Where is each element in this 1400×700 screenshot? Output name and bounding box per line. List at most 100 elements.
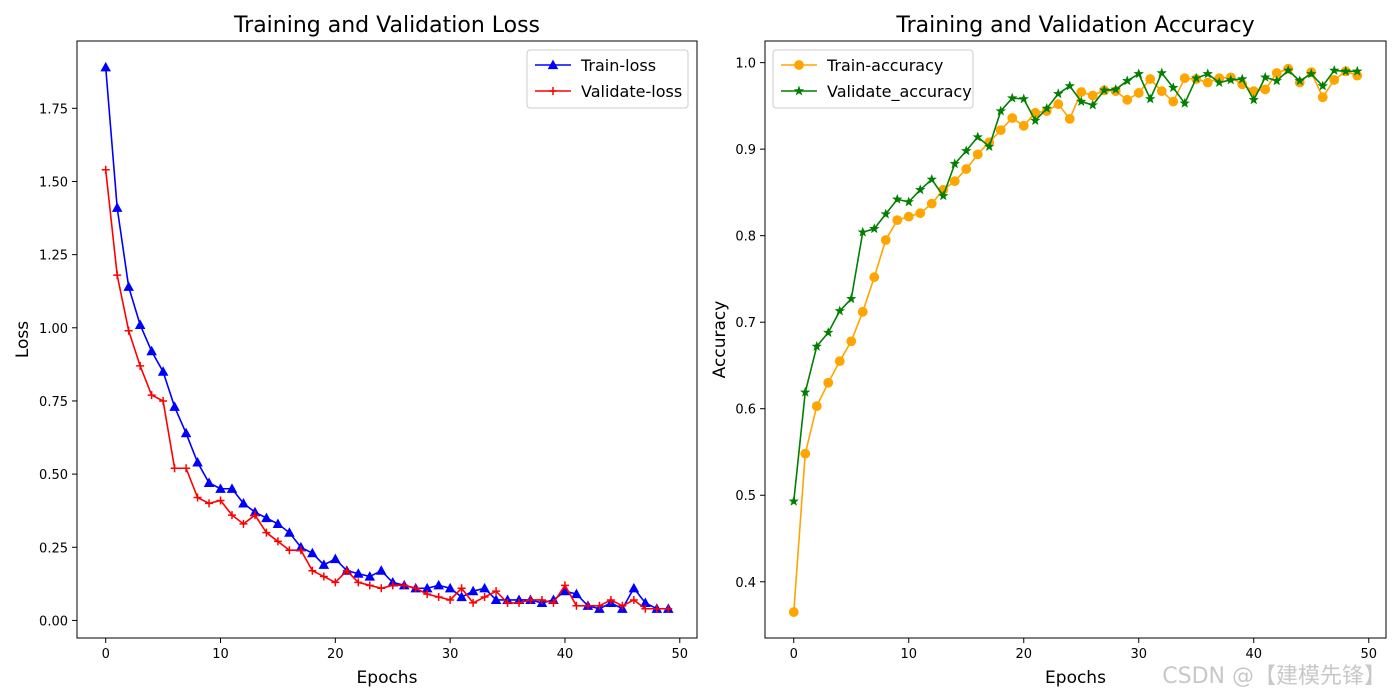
data-point — [159, 396, 168, 405]
data-point — [1099, 84, 1110, 95]
data-point — [433, 579, 444, 590]
loss-chart: Training and Validation Loss 0 10 20 30 40 50 0… — [13, 13, 698, 688]
data-point — [915, 208, 926, 219]
data-point — [549, 598, 558, 607]
data-point — [800, 386, 811, 397]
data-point — [972, 131, 983, 142]
data-point — [1214, 77, 1225, 87]
data-point — [353, 568, 364, 578]
data-point — [869, 223, 880, 234]
data-point — [961, 145, 972, 156]
data-point — [538, 595, 546, 604]
data-point — [515, 598, 524, 607]
y-tick-label: 0.5 — [735, 489, 756, 504]
data-point — [400, 581, 409, 590]
legend-item: Validate_accuracy — [781, 82, 972, 102]
data-point — [1133, 68, 1144, 79]
data-point — [480, 593, 489, 602]
data-point — [1053, 88, 1064, 99]
legend-frame — [772, 49, 974, 109]
data-point — [123, 281, 134, 291]
y-tick-label: 0.8 — [735, 230, 756, 245]
data-point — [800, 448, 811, 459]
data-point — [342, 566, 351, 575]
data-point — [641, 604, 650, 613]
data-point — [995, 125, 1006, 136]
legend-marker — [547, 59, 559, 70]
x-tick-label: 40 — [557, 647, 574, 662]
data-point — [434, 593, 443, 602]
data-point — [892, 215, 903, 226]
data-point — [869, 272, 880, 283]
data-point — [1248, 94, 1259, 105]
data-point — [788, 495, 799, 506]
data-point — [628, 582, 640, 593]
x-tick-label: 10 — [900, 647, 917, 662]
data-point — [880, 208, 891, 219]
data-point — [113, 271, 122, 280]
y-tick-label: 1.50 — [39, 175, 68, 190]
data-point — [100, 61, 111, 72]
y-tick-label: 0.6 — [735, 403, 756, 418]
data-point — [583, 601, 592, 610]
series-line-validate-loss — [104, 169, 669, 610]
data-point — [1237, 73, 1248, 84]
data-point — [880, 235, 891, 245]
data-point — [652, 604, 661, 613]
data-point — [1041, 103, 1052, 113]
data-point — [285, 546, 294, 555]
data-point — [423, 590, 432, 599]
legend: Train-accuracy Validate_accuracy — [772, 49, 974, 109]
legend-item: Validate-loss — [535, 82, 682, 101]
data-point — [834, 305, 845, 316]
data-point — [1168, 82, 1179, 93]
data-point — [1260, 84, 1271, 95]
data-point — [1260, 71, 1271, 82]
plot-area-frame — [764, 40, 1387, 639]
legend-item: Train-loss — [535, 56, 656, 75]
data-point — [503, 598, 512, 607]
data-point — [972, 149, 983, 160]
data-point — [215, 483, 226, 493]
data-point — [192, 456, 203, 467]
y-tick-label: 0.7 — [735, 316, 756, 331]
series-line-validate-accuracy — [792, 69, 1358, 502]
data-point — [1202, 68, 1213, 79]
data-point — [606, 595, 615, 604]
data-point — [995, 105, 1006, 116]
series-line-train-accuracy — [792, 67, 1358, 613]
data-point — [469, 598, 478, 607]
data-point — [1087, 90, 1098, 101]
data-point — [595, 601, 604, 610]
x-tick-label: 50 — [672, 647, 689, 662]
data-point — [823, 377, 834, 388]
data-point — [330, 553, 341, 564]
x-tick-label: 10 — [212, 647, 229, 662]
data-point — [1076, 87, 1087, 97]
data-point — [834, 356, 845, 367]
legend-marker — [794, 60, 804, 70]
data-point — [147, 391, 156, 400]
data-point — [111, 202, 123, 212]
data-point — [857, 226, 868, 237]
data-point — [284, 527, 295, 537]
data-point — [1329, 75, 1340, 85]
data-point — [239, 519, 248, 528]
data-point — [1329, 64, 1340, 75]
data-point — [1064, 80, 1075, 91]
legend-label: Train-loss — [580, 56, 656, 75]
y-axis-label: Accuracy — [710, 301, 730, 379]
data-point — [961, 164, 972, 174]
data-point — [490, 594, 502, 605]
data-point — [1225, 74, 1236, 85]
data-point — [903, 196, 914, 207]
data-point — [180, 427, 192, 438]
data-point — [560, 581, 569, 590]
data-point — [903, 211, 914, 222]
data-point — [456, 591, 467, 602]
data-point — [307, 547, 318, 558]
data-point — [444, 582, 456, 593]
data-point — [319, 572, 328, 581]
x-tick-label: 30 — [1130, 647, 1147, 662]
